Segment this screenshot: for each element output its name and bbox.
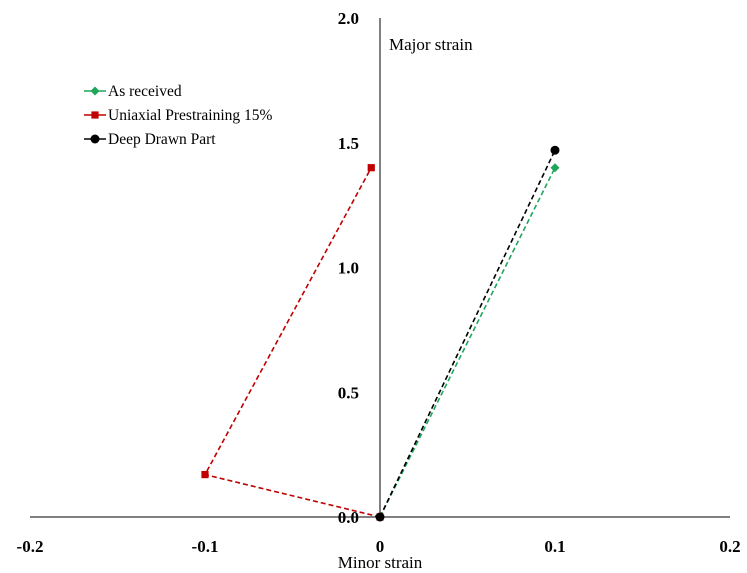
data-point xyxy=(550,163,560,173)
y-tick-label: 0.5 xyxy=(338,383,359,402)
x-tick-label: 0.2 xyxy=(719,537,740,556)
legend-entry: Deep Drawn Part xyxy=(84,131,216,148)
x-tick-label: 0.1 xyxy=(544,537,565,556)
legend-label: As received xyxy=(108,83,182,100)
x-tick-label: -0.2 xyxy=(17,537,44,556)
y-tick-label: 1.0 xyxy=(338,259,359,278)
legend-marker xyxy=(91,111,99,119)
legend-entry: As received xyxy=(84,83,182,100)
series-0 xyxy=(375,163,560,522)
series-line xyxy=(379,167,556,518)
series-layer xyxy=(201,145,560,522)
x-tick-label: 0 xyxy=(376,537,385,556)
data-point xyxy=(375,512,385,522)
y-tick-label: 1.5 xyxy=(338,134,359,153)
x-tick-label: -0.1 xyxy=(192,537,219,556)
data-point xyxy=(550,145,560,155)
x-axis-title: Minor strain xyxy=(338,553,423,572)
legend-label: Uniaxial Prestraining 15% xyxy=(108,107,273,124)
tick-labels: -0.2 -0.1 0 0.1 0.2 0.0 0.5 1.0 1.5 2.0 xyxy=(17,9,741,556)
y-tick-label: 2.0 xyxy=(338,9,359,28)
legend: As received Uniaxial Prestraining 15% Deep… xyxy=(84,83,273,148)
series-line xyxy=(203,167,381,518)
data-point xyxy=(201,470,209,479)
series-1 xyxy=(201,164,384,521)
y-axis-title: Major strain xyxy=(389,35,473,54)
data-point xyxy=(367,164,375,172)
legend-label: Deep Drawn Part xyxy=(108,131,216,148)
legend-entry: Uniaxial Prestraining 15% xyxy=(84,107,273,124)
legend-marker xyxy=(90,134,100,144)
y-tick-label: 0.0 xyxy=(338,508,359,527)
series-2 xyxy=(375,145,560,522)
legend-marker xyxy=(90,86,100,96)
series-line xyxy=(379,149,556,518)
